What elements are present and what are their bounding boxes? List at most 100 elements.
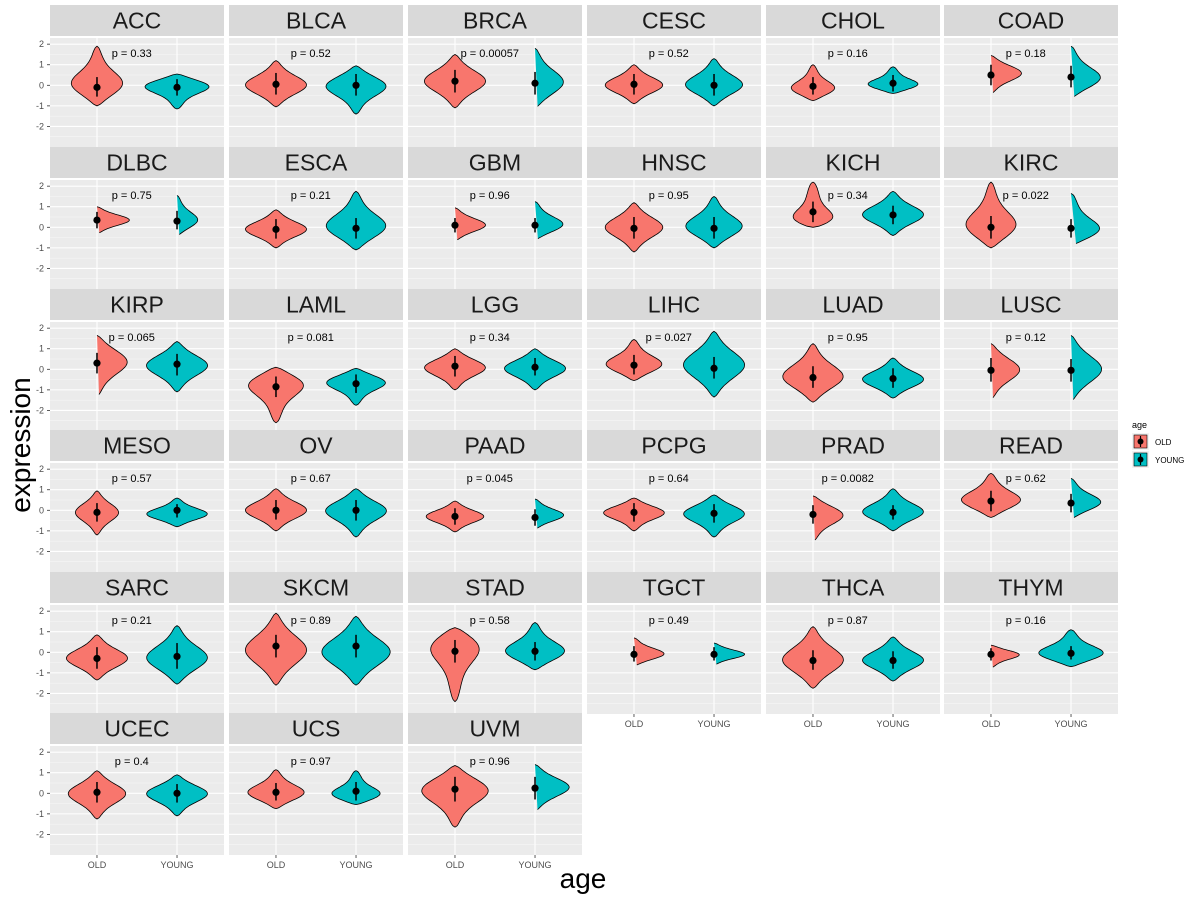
strip-bg xyxy=(408,147,582,178)
panel-brca: BRCA p = 0.00057 xyxy=(408,5,582,147)
panel-prad: PRAD p = 0.0082 xyxy=(766,430,940,572)
strip-bg xyxy=(587,430,761,461)
strip-bg xyxy=(229,289,403,320)
strip-bg xyxy=(408,572,582,603)
strip-bg xyxy=(229,5,403,36)
median-point-young xyxy=(1067,649,1075,657)
panel-uvm: UVM p = 0.96 OLD YOUNG xyxy=(408,713,582,870)
strip-label: GBM xyxy=(469,150,521,176)
median-point-young xyxy=(352,81,360,89)
p-value-label: p = 0.21 xyxy=(291,190,331,202)
p-value-label: p = 0.21 xyxy=(112,615,152,627)
median-point-young xyxy=(531,363,539,371)
median-point-young xyxy=(352,642,360,650)
plot-background xyxy=(944,463,1118,572)
x-tick-label: YOUNG xyxy=(340,860,373,870)
violin-old xyxy=(990,343,1021,398)
panel-read: READ p = 0.62 xyxy=(944,430,1118,572)
panel-kirp: KIRP -2 -1 0 1 2 p = 0.065 xyxy=(36,289,224,431)
y-tick-label: 1 xyxy=(39,344,44,354)
panel-lihc: LIHC p = 0.027 xyxy=(587,289,761,431)
panel-laml: LAML p = 0.081 xyxy=(229,289,403,431)
p-value-label: p = 0.34 xyxy=(470,332,510,344)
median-point-young xyxy=(352,224,360,232)
median-point-young xyxy=(1067,366,1075,374)
y-tick-label: 2 xyxy=(39,39,44,49)
violin-old xyxy=(96,206,130,234)
panel-sarc: SARC -2 -1 0 1 2 p = 0.21 xyxy=(36,572,224,714)
strip-label: HNSC xyxy=(641,150,706,176)
y-tick-label: -1 xyxy=(36,526,44,536)
panel-skcm: SKCM p = 0.89 xyxy=(229,572,403,714)
median-point-young xyxy=(889,374,897,383)
strip-label: CESC xyxy=(642,8,706,34)
x-tick-label: OLD xyxy=(446,860,465,870)
median-point-young xyxy=(173,506,181,514)
p-value-label: p = 0.022 xyxy=(1003,190,1049,202)
p-value-label: p = 0.87 xyxy=(828,615,868,627)
strip-label: UCEC xyxy=(104,716,169,742)
panel-luad: LUAD p = 0.95 xyxy=(766,289,940,431)
strip-label: LIHC xyxy=(648,292,700,318)
violin-old xyxy=(990,644,1020,668)
panel-meso: MESO -2 -1 0 1 2 p = 0.57 xyxy=(36,430,224,572)
strip-label: THCA xyxy=(822,575,885,601)
strip-label: TGCT xyxy=(643,575,706,601)
median-point-young xyxy=(352,506,360,514)
y-tick-label: -2 xyxy=(36,688,44,698)
panel-esca: ESCA p = 0.21 xyxy=(229,147,403,289)
panel-blca: BLCA p = 0.52 xyxy=(229,5,403,147)
p-value-label: p = 0.00057 xyxy=(461,48,519,60)
median-point-old xyxy=(987,497,995,505)
strip-label: KICH xyxy=(826,150,881,176)
p-value-label: p = 0.58 xyxy=(470,615,510,627)
x-tick-label: OLD xyxy=(88,860,107,870)
y-tick-label: 2 xyxy=(39,181,44,191)
strip-bg xyxy=(229,713,403,744)
legend-label-young: YOUNG xyxy=(1155,456,1184,465)
strip-bg xyxy=(408,289,582,320)
median-point-old xyxy=(451,77,459,85)
strip-label: KIRP xyxy=(110,292,164,318)
x-tick-label: YOUNG xyxy=(161,860,194,870)
p-value-label: p = 0.081 xyxy=(288,332,334,344)
y-tick-label: 1 xyxy=(39,202,44,212)
median-point-young xyxy=(531,784,539,792)
median-point-old xyxy=(93,508,101,516)
p-value-label: p = 0.96 xyxy=(470,190,510,202)
strip-label: LUAD xyxy=(822,292,883,318)
violin-young xyxy=(534,498,564,529)
strip-label: READ xyxy=(999,433,1063,459)
x-tick-label: YOUNG xyxy=(877,719,910,729)
p-value-label: p = 0.34 xyxy=(828,190,868,202)
panel-pcpg: PCPG p = 0.64 xyxy=(587,430,761,572)
panel-ucec: UCEC -2 -1 0 1 2 p = 0.4 OLD YOUNG xyxy=(36,713,224,870)
panel-tgct: TGCT p = 0.49 OLD YOUNG xyxy=(587,572,761,729)
median-point-young xyxy=(710,81,718,89)
y-tick-label: -2 xyxy=(36,829,44,839)
x-tick-label: YOUNG xyxy=(519,860,552,870)
y-tick-label: -1 xyxy=(36,385,44,395)
y-tick-label: 0 xyxy=(39,505,44,515)
y-tick-label: -1 xyxy=(36,101,44,111)
plot-background xyxy=(50,180,224,289)
strip-bg xyxy=(587,289,761,320)
panel-lgg: LGG p = 0.34 xyxy=(408,289,582,431)
p-value-label: p = 0.64 xyxy=(649,473,689,485)
p-value-label: p = 0.027 xyxy=(646,332,692,344)
p-value-label: p = 0.12 xyxy=(1006,332,1046,344)
median-point-old xyxy=(987,223,995,231)
y-tick-label: 0 xyxy=(39,364,44,374)
panel-acc: ACC -2 -1 0 1 2 p = 0.33 xyxy=(36,5,224,147)
strip-label: STAD xyxy=(465,575,525,601)
panel-chol: CHOL p = 0.16 xyxy=(766,5,940,147)
violin-old xyxy=(633,637,665,666)
strip-label: CHOL xyxy=(821,8,885,34)
median-point-old xyxy=(630,361,638,369)
panels-layer: ACC -2 -1 0 1 2 p = 0.33 BLCA p = 0.52 BRCA p = 0.… xyxy=(36,5,1118,870)
median-point-old xyxy=(987,650,995,658)
strip-bg xyxy=(944,572,1118,603)
median-point-old xyxy=(987,71,995,79)
median-point-old xyxy=(809,82,817,90)
median-point-young xyxy=(710,364,718,372)
